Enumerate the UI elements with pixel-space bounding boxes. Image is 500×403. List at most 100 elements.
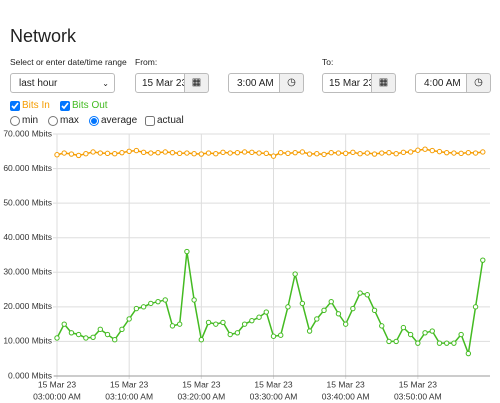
from-date-button[interactable]: ▦ (184, 73, 209, 93)
mode-option[interactable]: min (10, 115, 38, 126)
data-point (342, 150, 349, 157)
data-point (148, 150, 154, 156)
data-point (306, 328, 313, 334)
x-tick-label: 03:50:00 AM (394, 391, 442, 401)
from-time-button[interactable]: ◷ (279, 73, 304, 93)
checkbox[interactable] (60, 100, 70, 111)
checkbox[interactable] (10, 100, 20, 111)
data-point (169, 149, 176, 156)
series-toggle[interactable]: Bits Out (60, 100, 108, 111)
to-label: To: (322, 57, 334, 67)
to-date-button[interactable]: ▦ (371, 73, 396, 93)
data-point (314, 151, 320, 157)
x-tick-label: 03:40:00 AM (322, 391, 370, 401)
data-point (400, 324, 407, 331)
data-point (371, 307, 378, 314)
mode-option[interactable]: max (48, 115, 79, 126)
data-point (119, 326, 125, 333)
data-point (104, 331, 111, 338)
data-point (155, 298, 161, 305)
radio[interactable] (89, 115, 99, 126)
data-point (90, 149, 96, 155)
data-point (472, 304, 479, 310)
data-point (285, 150, 291, 157)
preset-select[interactable]: last hour ⌄ (10, 73, 115, 93)
data-point (415, 147, 421, 153)
data-point (220, 149, 226, 156)
data-point (61, 321, 67, 327)
data-point (480, 149, 486, 155)
data-point (429, 328, 435, 334)
series-name: Bits In (22, 100, 50, 111)
data-point (285, 304, 291, 310)
data-point (429, 147, 435, 154)
data-point (213, 321, 219, 327)
radio[interactable] (48, 115, 58, 126)
data-point (198, 337, 205, 343)
data-point (140, 304, 147, 310)
x-tick-label: 03:30:00 AM (250, 391, 298, 401)
data-point (68, 330, 75, 336)
data-point (184, 150, 190, 156)
data-point (278, 332, 284, 338)
data-point (364, 150, 371, 156)
data-point (205, 150, 212, 156)
data-point (357, 151, 363, 157)
data-point (198, 151, 205, 157)
data-point (444, 340, 450, 346)
data-point (350, 149, 356, 156)
data-point (263, 150, 269, 157)
data-point (75, 331, 82, 338)
y-tick-label: 40.000 Mbits (3, 232, 52, 242)
data-point (306, 151, 313, 157)
data-point (299, 149, 306, 155)
data-point (176, 321, 183, 327)
mode-label: actual (157, 115, 184, 126)
from-time[interactable]: 3:00 AM (228, 73, 280, 93)
data-point (371, 151, 378, 157)
data-point (97, 150, 104, 156)
data-point (451, 340, 457, 346)
data-point (335, 311, 342, 317)
data-point (444, 149, 450, 156)
data-point (176, 150, 183, 157)
data-point (480, 257, 486, 263)
x-tick-date: 15 Mar 23 (110, 379, 149, 389)
data-point (465, 350, 472, 357)
data-point (61, 150, 67, 156)
data-point (458, 150, 464, 157)
from-date-value: 15 Mar 23 (142, 78, 185, 89)
preset-value: last hour (19, 78, 58, 89)
mode-option[interactable]: actual (145, 115, 184, 126)
data-point (54, 152, 60, 158)
series-line (56, 251, 484, 357)
to-time-button[interactable]: ◷ (466, 73, 491, 93)
data-point (191, 297, 197, 303)
data-point (379, 323, 385, 329)
y-tick-label: 50.000 Mbits (3, 197, 52, 207)
data-point (407, 331, 414, 338)
data-point (97, 326, 104, 333)
data-point (335, 150, 342, 156)
data-point (249, 149, 255, 156)
data-point (249, 317, 255, 324)
radio[interactable] (10, 115, 20, 126)
from-time-value: 3:00 AM (237, 78, 274, 89)
data-point (227, 331, 233, 338)
data-point (278, 149, 284, 156)
data-point (155, 149, 161, 156)
data-point (112, 151, 118, 157)
data-point (112, 337, 118, 343)
data-point (140, 149, 147, 156)
checkbox[interactable] (145, 115, 155, 126)
x-tick-label: 03:10:00 AM (105, 391, 153, 401)
mode-option[interactable]: average (89, 115, 137, 126)
series-toggle[interactable]: Bits In (10, 100, 50, 111)
to-time-value: 4:00 AM (424, 78, 461, 89)
data-point (133, 147, 140, 154)
data-point (126, 148, 132, 154)
data-point (342, 321, 349, 327)
y-tick-label: 20.000 Mbits (3, 301, 52, 311)
mode-label: min (22, 115, 39, 126)
data-point (386, 149, 392, 156)
